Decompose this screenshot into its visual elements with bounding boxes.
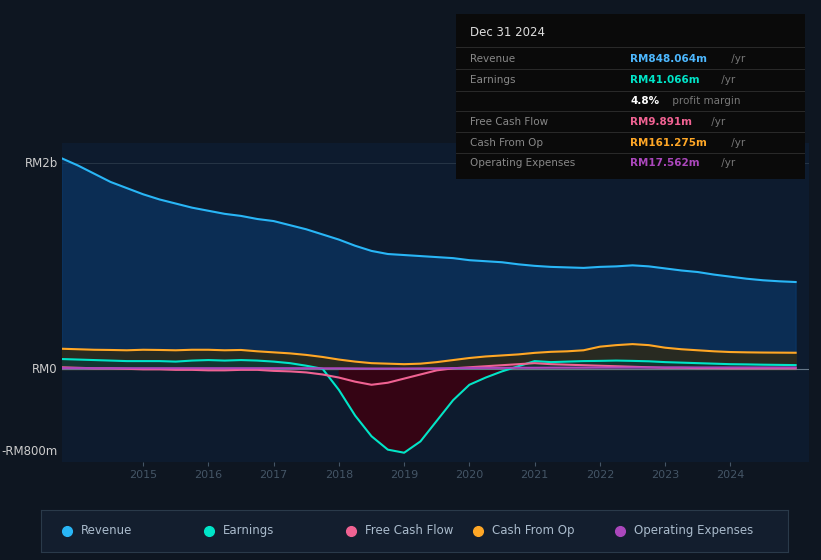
Text: Earnings: Earnings [222,524,274,537]
Text: RM0: RM0 [32,363,57,376]
Text: /yr: /yr [709,117,726,127]
Text: RM41.066m: RM41.066m [631,75,699,85]
Text: Operating Expenses: Operating Expenses [470,158,575,168]
Text: Earnings: Earnings [470,75,515,85]
Text: Free Cash Flow: Free Cash Flow [470,117,548,127]
Text: RM9.891m: RM9.891m [631,117,692,127]
Text: Dec 31 2024: Dec 31 2024 [470,26,544,39]
Text: Free Cash Flow: Free Cash Flow [365,524,453,537]
Text: /yr: /yr [728,54,745,64]
Text: 4.8%: 4.8% [631,96,659,106]
Text: Revenue: Revenue [470,54,515,64]
Text: Cash From Op: Cash From Op [470,138,543,147]
Text: Operating Expenses: Operating Expenses [634,524,753,537]
Text: RM2b: RM2b [25,157,57,170]
Text: RM17.562m: RM17.562m [631,158,699,168]
Text: -RM800m: -RM800m [2,445,57,458]
Text: Cash From Op: Cash From Op [492,524,574,537]
Text: /yr: /yr [718,158,736,168]
Text: profit margin: profit margin [669,96,741,106]
Text: /yr: /yr [718,75,736,85]
Text: /yr: /yr [728,138,745,147]
Text: RM161.275m: RM161.275m [631,138,707,147]
Text: RM848.064m: RM848.064m [631,54,707,64]
Text: Revenue: Revenue [80,524,132,537]
